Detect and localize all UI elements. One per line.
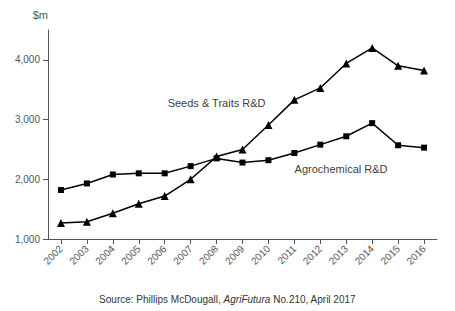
svg-text:2009: 2009 <box>223 243 247 267</box>
svg-text:Source: Phillips McDougall,: Source: Phillips McDougall, <box>99 294 224 305</box>
svg-text:AgriFutura: AgriFutura <box>223 294 271 305</box>
svg-text:2015: 2015 <box>378 243 402 267</box>
svg-text:2013: 2013 <box>327 243 351 267</box>
svg-text:$m: $m <box>33 9 48 21</box>
svg-text:1,000: 1,000 <box>15 234 40 245</box>
svg-text:2010: 2010 <box>249 243 273 267</box>
svg-text:No.210, April 2017: No.210, April 2017 <box>271 294 356 305</box>
svg-text:4,000: 4,000 <box>15 54 40 65</box>
svg-text:2007: 2007 <box>171 243 195 267</box>
svg-text:2012: 2012 <box>301 243 325 267</box>
svg-text:2011: 2011 <box>275 243 298 266</box>
svg-text:2002: 2002 <box>41 243 65 267</box>
svg-text:2,000: 2,000 <box>15 174 40 185</box>
svg-text:2006: 2006 <box>145 243 169 267</box>
svg-text:2014: 2014 <box>353 243 377 267</box>
svg-text:2008: 2008 <box>197 243 221 267</box>
svg-text:2016: 2016 <box>404 243 428 267</box>
svg-text:2004: 2004 <box>93 243 117 267</box>
svg-text:2003: 2003 <box>67 243 91 267</box>
svg-text:Agrochemical R&D: Agrochemical R&D <box>295 163 388 175</box>
svg-text:3,000: 3,000 <box>15 114 40 125</box>
svg-text:2005: 2005 <box>119 243 143 267</box>
svg-text:Seeds & Traits R&D: Seeds & Traits R&D <box>168 97 266 109</box>
